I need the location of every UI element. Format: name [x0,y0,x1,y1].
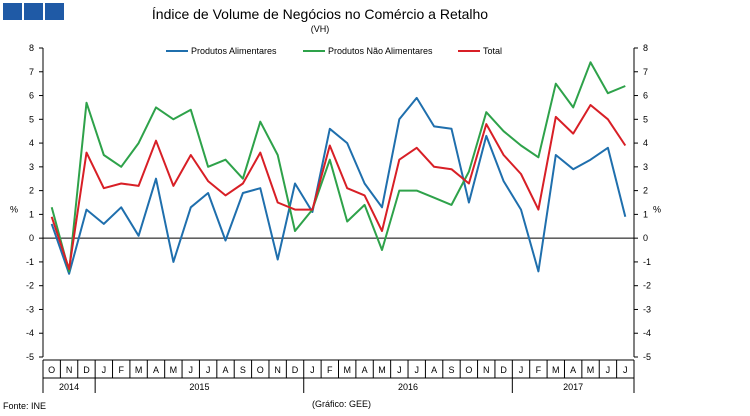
y-tick-label-right: 2 [643,186,648,196]
year-label: 2016 [398,382,418,392]
y-tick-label-right: -3 [643,304,651,314]
source-note: Fonte: INE [3,401,47,411]
year-label: 2015 [189,382,209,392]
y-tick-label-left: 7 [29,67,34,77]
legend-label-1: Produtos Alimentares [191,46,277,56]
y-tick-label-left: 1 [29,209,34,219]
x-tick-label: A [153,365,159,375]
x-tick-label: J [206,365,211,375]
series-line-2 [50,61,626,273]
y-tick-label-left: -1 [26,257,34,267]
legend-label-2: Produtos Não Alimentares [328,46,433,56]
x-tick-label: J [102,365,107,375]
x-tick-label: D [500,365,507,375]
x-tick-label: J [397,365,402,375]
y-axis-title-left: % [10,205,18,215]
logo-block-3 [45,3,64,20]
y-tick-label-left: 4 [29,138,34,148]
x-tick-label: O [48,365,55,375]
x-tick-label: F [118,365,124,375]
y-tick-label-right: 0 [643,233,648,243]
y-tick-label-left: 5 [29,114,34,124]
y-tick-label-right: 8 [643,43,648,53]
series-line-3 [50,104,627,271]
x-tick-label: S [448,365,454,375]
y-tick-label-right: -2 [643,281,651,291]
x-tick-label: S [240,365,246,375]
x-tick-label: J [606,365,611,375]
y-tick-label-right: -5 [643,352,651,362]
x-tick-label: M [170,365,178,375]
x-tick-label: M [343,365,351,375]
y-tick-label-left: -3 [26,304,34,314]
y-tick-label-right: 5 [643,114,648,124]
year-label: 2017 [563,382,583,392]
chart-subtitle: (VH) [310,24,330,34]
x-tick-label: O [465,365,472,375]
y-tick-label-right: -4 [643,328,651,338]
legend-label-3: Total [483,46,502,56]
y-tick-label-left: 2 [29,186,34,196]
x-tick-label: J [189,365,194,375]
x-tick-label: J [519,365,524,375]
y-tick-label-right: 6 [643,91,648,101]
x-tick-label: D [292,365,299,375]
logo-block-2 [24,3,43,20]
x-tick-label: M [135,365,143,375]
x-tick-label: A [431,365,437,375]
y-tick-label-left: -2 [26,281,34,291]
y-tick-label-right: 7 [643,67,648,77]
logo-block-1 [3,3,22,20]
x-tick-label: J [414,365,419,375]
y-tick-label-left: -4 [26,328,34,338]
y-axis-title-right: % [653,205,661,215]
x-tick-label: N [483,365,490,375]
x-tick-label: D [83,365,90,375]
x-tick-label: F [536,365,542,375]
x-tick-label: F [327,365,333,375]
x-tick-label: J [623,365,628,375]
x-tick-label: J [310,365,315,375]
x-tick-label: M [378,365,386,375]
x-tick-label: O [257,365,264,375]
y-tick-label-left: -5 [26,352,34,362]
x-tick-label: M [552,365,560,375]
y-tick-label-left: 6 [29,91,34,101]
year-label: 2014 [59,382,79,392]
x-tick-label: M [587,365,595,375]
y-tick-label-right: 4 [643,138,648,148]
x-tick-label: A [223,365,229,375]
y-tick-label-left: 0 [29,233,34,243]
x-tick-label: A [362,365,368,375]
y-tick-label-right: -1 [643,257,651,267]
x-tick-label: N [274,365,281,375]
credit-note: (Gráfico: GEE) [312,399,372,409]
x-tick-label: A [570,365,576,375]
series-line-1 [50,96,627,275]
chart-title: Índice de Volume de Negócios no Comércio… [151,6,489,22]
y-tick-label-left: 3 [29,162,34,172]
y-tick-label-right: 3 [643,162,648,172]
y-tick-label-left: 8 [29,43,34,53]
y-tick-label-right: 1 [643,209,648,219]
x-tick-label: N [66,365,73,375]
